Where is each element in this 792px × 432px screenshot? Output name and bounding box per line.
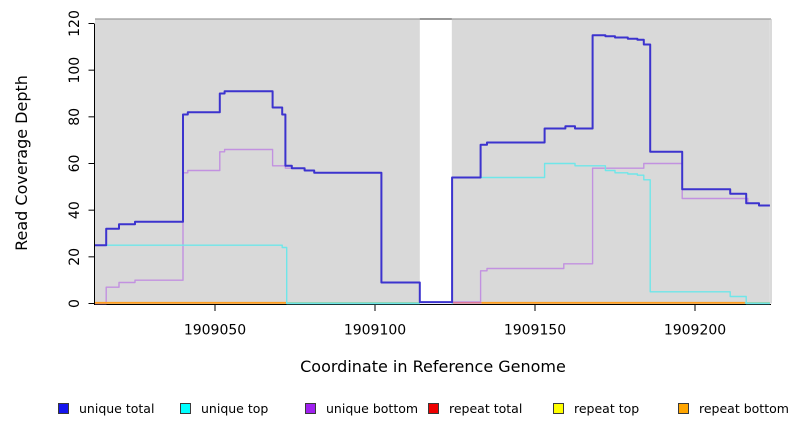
- x-tick-label: 1909050: [184, 323, 246, 339]
- legend-label-repeat-top: repeat top: [574, 400, 640, 416]
- legend-item-repeat-total: repeat total: [428, 399, 522, 417]
- y-tick-label: 80: [67, 108, 83, 126]
- y-tick-label: 60: [67, 155, 83, 173]
- legend-label-repeat-bottom: repeat bottom: [699, 400, 789, 416]
- y-tick-label: 20: [67, 248, 83, 266]
- x-tick-label: 1909100: [344, 323, 406, 339]
- legend-swatch-repeat-bottom: [678, 402, 689, 414]
- legend-swatch-unique-top: [180, 402, 191, 414]
- legend-label-unique-total: unique total: [79, 400, 155, 416]
- plot-panel-0: [95, 19, 420, 305]
- legend-swatch-repeat-total: [428, 402, 439, 414]
- legend-item-unique-top: unique top: [180, 399, 268, 417]
- legend-label-repeat-total: repeat total: [449, 400, 523, 416]
- y-tick-label: 100: [67, 57, 83, 84]
- series-line-unique-total: [95, 34, 770, 304]
- y-tick-label: 0: [67, 299, 83, 308]
- legend-label-unique-bottom: unique bottom: [326, 400, 419, 416]
- legend-swatch-unique-total: [58, 402, 69, 414]
- legend-item-unique-total: unique total: [58, 399, 154, 417]
- legend: unique total unique top unique bottom re…: [0, 399, 792, 423]
- legend-swatch-repeat-top: [553, 402, 564, 414]
- y-tick-label: 40: [67, 201, 83, 219]
- legend-item-repeat-bottom: repeat bottom: [678, 399, 789, 417]
- coverage-chart: 0 20 40 60 80 100 120 1909050 1909100 1909150 1909…: [12, 10, 772, 376]
- legend-swatch-unique-bottom: [305, 402, 316, 414]
- x-tick-label: 1909150: [504, 323, 566, 339]
- y-tick-label: 120: [67, 10, 83, 37]
- plot-panel-1: [451, 19, 770, 305]
- legend-item-unique-bottom: unique bottom: [305, 399, 418, 417]
- legend-item-repeat-top: repeat top: [553, 399, 639, 417]
- x-tick-label: 1909200: [664, 323, 726, 339]
- y-axis-title: Read Coverage Depth: [12, 75, 31, 251]
- series-line-unique-top: [95, 162, 770, 305]
- x-axis-title: Coordinate in Reference Genome: [300, 357, 566, 376]
- legend-label-unique-top: unique top: [201, 400, 269, 416]
